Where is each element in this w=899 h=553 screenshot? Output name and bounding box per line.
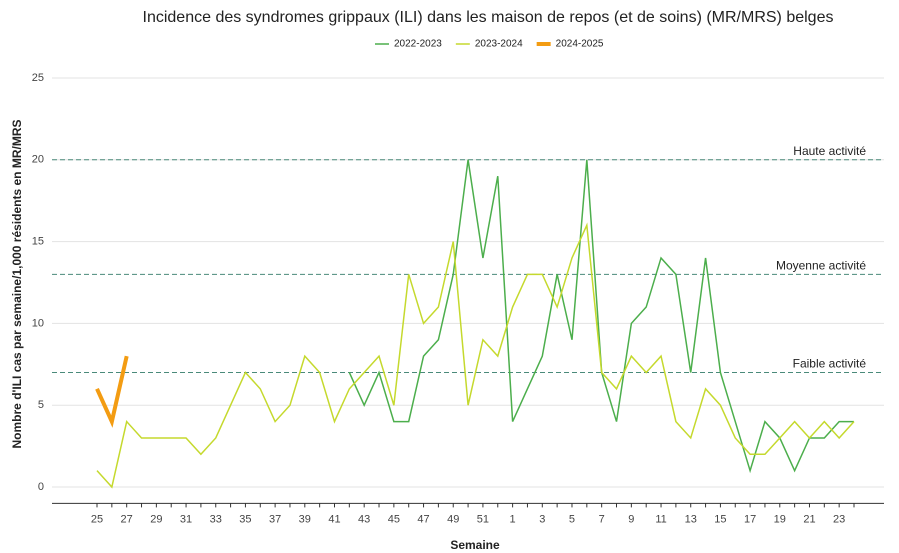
x-tick-label: 47 [417,513,429,525]
threshold-label: Moyenne activité [776,258,866,272]
y-axis-label: Nombre d'ILI cas par semaine/1,000 résid… [10,120,24,449]
series-line [348,159,854,474]
x-tick-label: 49 [447,513,459,525]
x-tick-label: 23 [833,513,845,525]
legend-label: 2023-2024 [475,39,523,50]
y-tick-label: 5 [38,399,44,411]
x-tick-label: 43 [358,513,370,525]
x-tick-label: 35 [239,513,251,525]
series-line [96,222,855,489]
x-tick-label: 25 [91,513,103,525]
threshold-label: Faible activité [793,357,867,371]
threshold-label: Haute activité [793,144,866,158]
y-tick-label: 15 [32,235,44,247]
x-tick-label: 15 [714,513,726,525]
x-tick-label: 29 [150,513,162,525]
series-line [95,355,129,428]
x-tick-label: 5 [569,513,575,525]
x-tick-label: 33 [210,513,222,525]
y-tick-label: 0 [38,481,44,493]
legend-label: 2024-2025 [556,39,604,50]
x-tick-label: 17 [744,513,756,525]
x-tick-label: 3 [539,513,545,525]
x-tick-label: 45 [388,513,400,525]
x-tick-label: 37 [269,513,281,525]
x-tick-label: 11 [655,513,666,525]
x-tick-label: 51 [477,513,489,525]
chart-title: Incidence des syndromes grippaux (ILI) d… [143,9,834,26]
x-tick-label: 31 [180,513,192,525]
x-tick-label: 9 [628,513,634,525]
legend-label: 2022-2023 [394,39,442,50]
y-tick-label: 25 [32,72,44,84]
x-tick-label: 13 [685,513,697,525]
x-axis-label: Semaine [450,538,500,552]
x-tick-label: 7 [599,513,605,525]
x-tick-label: 21 [803,513,815,525]
x-tick-label: 27 [121,513,133,525]
x-tick-label: 39 [299,513,311,525]
x-tick-label: 41 [328,513,340,525]
x-tick-label: 19 [774,513,786,525]
y-tick-label: 10 [32,317,44,329]
y-tick-label: 20 [32,154,44,166]
x-tick-label: 1 [510,513,516,525]
